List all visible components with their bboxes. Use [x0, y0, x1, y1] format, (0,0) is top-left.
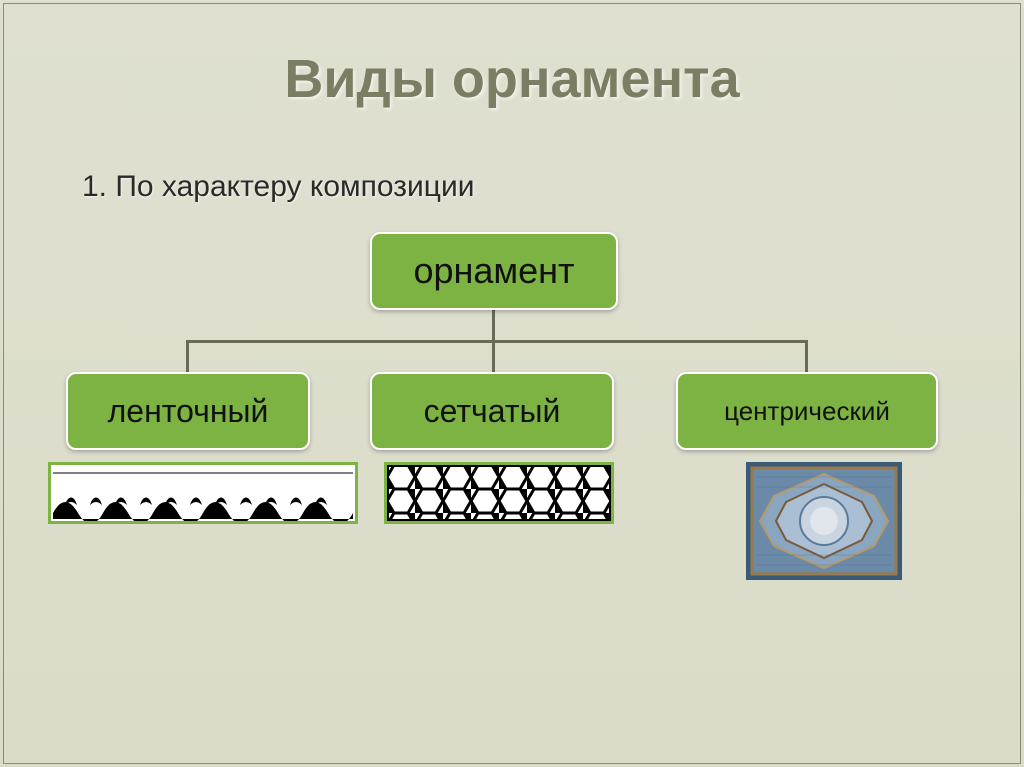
connector-root-stub [492, 310, 495, 340]
node-centric-label: центрический [724, 396, 890, 427]
node-root-label: орнамент [413, 250, 574, 292]
org-tree-diagram: орнамент ленточный [0, 214, 1024, 634]
centric-pattern-icon [746, 462, 902, 580]
node-ribbon: ленточный [66, 372, 310, 450]
node-mesh-label: сетчатый [424, 393, 561, 430]
connector-drop-0 [186, 340, 189, 372]
sample-centric [746, 462, 902, 580]
mesh-pattern-icon [387, 465, 611, 521]
sample-ribbon [48, 462, 358, 524]
connector-drop-1 [492, 340, 495, 372]
node-ribbon-label: ленточный [108, 393, 269, 430]
connector-drop-2 [805, 340, 808, 372]
sample-mesh [384, 462, 614, 524]
connector-hbar [186, 340, 806, 343]
node-root: орнамент [370, 232, 618, 310]
node-centric: центрический [676, 372, 938, 450]
node-mesh: сетчатый [370, 372, 614, 450]
ribbon-pattern-icon [53, 465, 353, 521]
